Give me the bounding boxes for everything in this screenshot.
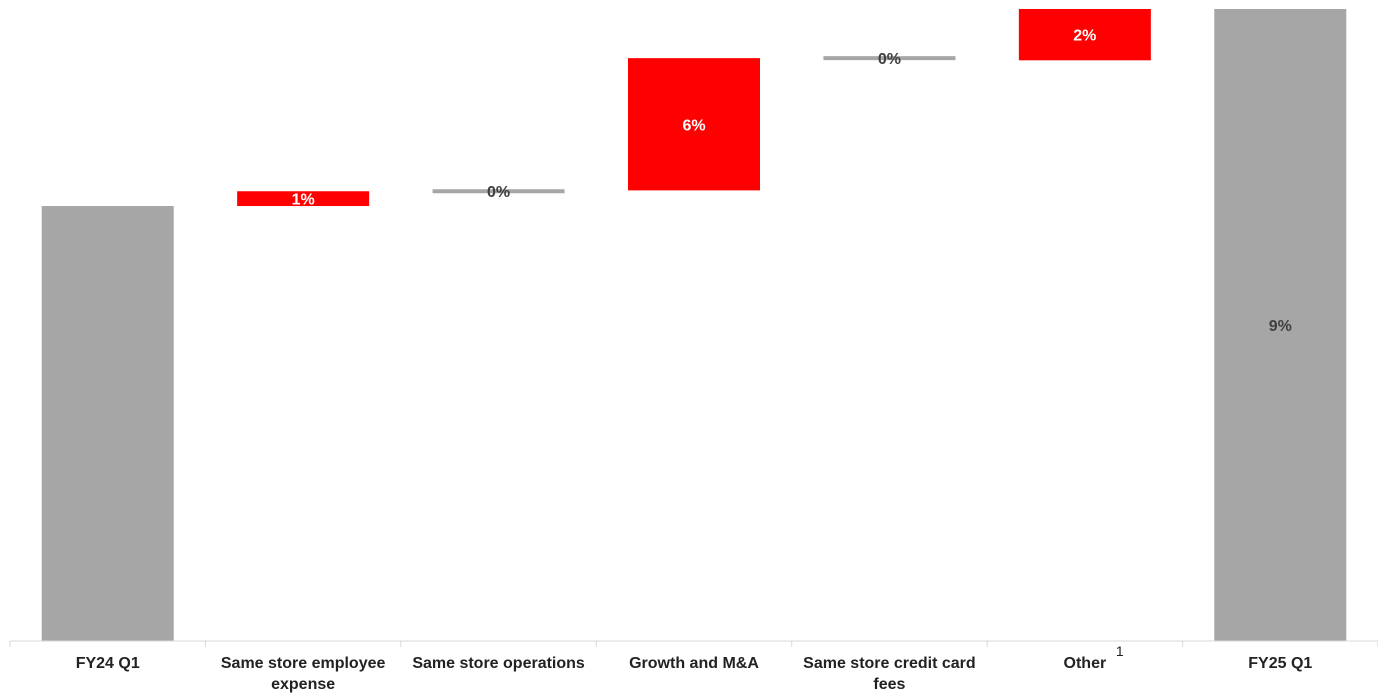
zero-change-bar [823, 56, 956, 61]
x-axis-category-label: Same store credit card fees [803, 655, 976, 693]
bar-value-label: 0% [487, 184, 510, 201]
total-bar [41, 206, 174, 642]
bar-value-label: 6% [682, 117, 705, 134]
bars-group [41, 9, 1347, 642]
x-axis-category-label: Other [1064, 655, 1107, 672]
increase-bar [1018, 9, 1151, 61]
x-axis-category-label: Same store operations [412, 655, 585, 672]
increase-bar [237, 191, 370, 207]
x-axis-category-label: Growth and M&A [629, 655, 759, 672]
bar-value-label: 9% [1269, 318, 1292, 335]
increase-bar [628, 58, 760, 191]
x-axis-category-label: Same store employee expense [221, 655, 386, 693]
footnote-marker: 1 [1116, 643, 1124, 659]
x-axis-ticks [9, 641, 1378, 647]
x-axis-category-labels: FY24 Q1 Same store employee expense Same st… [76, 643, 1313, 693]
zero-change-bar [432, 189, 565, 194]
total-bar [1214, 9, 1347, 641]
bar-value-label: 0% [878, 51, 901, 68]
x-axis-category-label: FY24 Q1 [76, 655, 140, 672]
bar-value-label: 2% [1073, 28, 1096, 45]
bar-value-labels: 1% 0% 6% 0% 2% 9% [292, 28, 1292, 335]
x-axis-category-label: FY25 Q1 [1248, 655, 1312, 672]
bar-value-label: 1% [292, 192, 315, 209]
